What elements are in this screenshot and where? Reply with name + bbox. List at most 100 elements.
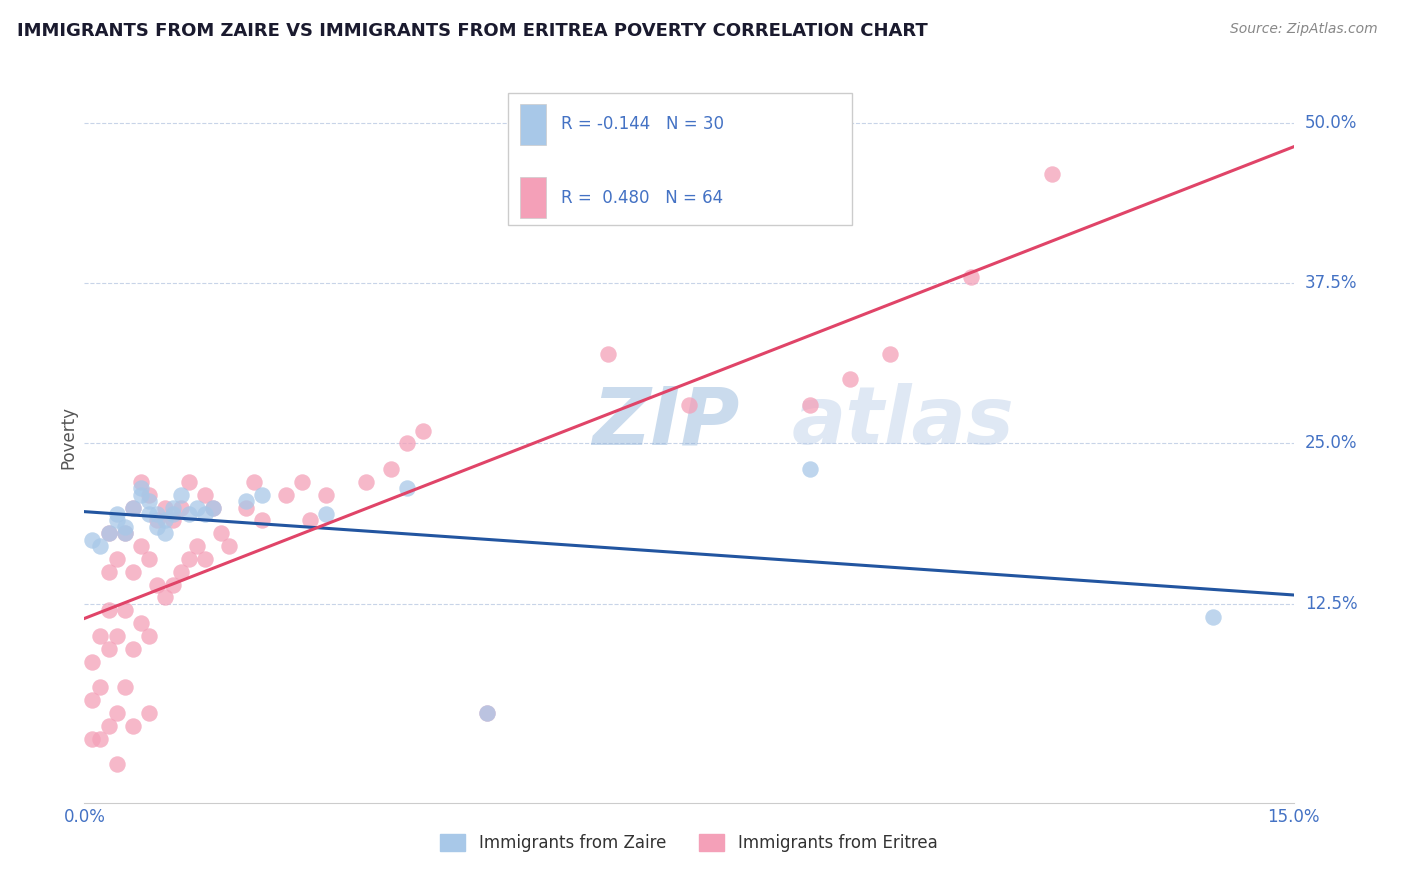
Point <box>598 346 620 360</box>
Point <box>114 520 136 534</box>
Point <box>129 475 152 489</box>
Point <box>82 533 104 547</box>
Point <box>138 494 160 508</box>
Point <box>89 731 111 746</box>
Point <box>97 526 120 541</box>
Point <box>89 681 111 695</box>
Point <box>412 424 434 438</box>
Point <box>114 681 136 695</box>
Point <box>114 603 136 617</box>
Point <box>209 526 232 541</box>
Point <box>179 552 201 566</box>
Point <box>105 514 128 528</box>
Point <box>315 488 337 502</box>
Point <box>186 500 208 515</box>
Point <box>274 488 297 502</box>
Point <box>218 539 240 553</box>
Point <box>129 616 152 631</box>
Point <box>250 514 273 528</box>
Point <box>179 475 201 489</box>
Point <box>89 629 111 643</box>
Point <box>162 507 184 521</box>
Text: ZIP: ZIP <box>592 384 740 461</box>
Point <box>129 482 152 496</box>
Point <box>105 706 128 720</box>
Point <box>356 475 378 489</box>
Point <box>194 507 217 521</box>
Point <box>194 488 217 502</box>
Point <box>97 719 120 733</box>
Point <box>153 514 176 528</box>
Point <box>291 475 314 489</box>
Point <box>146 514 169 528</box>
Point <box>105 507 128 521</box>
Point <box>1202 609 1225 624</box>
Point <box>153 591 176 605</box>
Point <box>477 706 499 720</box>
Point <box>395 482 418 496</box>
Text: 37.5%: 37.5% <box>1305 274 1357 292</box>
Point <box>129 539 152 553</box>
Text: IMMIGRANTS FROM ZAIRE VS IMMIGRANTS FROM ERITREA POVERTY CORRELATION CHART: IMMIGRANTS FROM ZAIRE VS IMMIGRANTS FROM… <box>17 22 928 40</box>
Point <box>121 500 143 515</box>
Legend: Immigrants from Zaire, Immigrants from Eritrea: Immigrants from Zaire, Immigrants from E… <box>432 825 946 860</box>
Point <box>477 706 499 720</box>
Point <box>799 398 821 412</box>
Point <box>879 346 901 360</box>
Point <box>146 577 169 591</box>
Point <box>235 500 257 515</box>
Point <box>121 565 143 579</box>
Point <box>105 629 128 643</box>
Point <box>97 526 120 541</box>
Point <box>1040 167 1063 181</box>
Point <box>97 641 120 656</box>
Point <box>146 507 169 521</box>
Point <box>202 500 225 515</box>
Point <box>82 655 104 669</box>
Point <box>799 462 821 476</box>
Point <box>138 507 160 521</box>
Point <box>678 398 700 412</box>
FancyBboxPatch shape <box>508 94 852 225</box>
Point <box>114 526 136 541</box>
Point <box>250 488 273 502</box>
Point <box>138 488 160 502</box>
Point <box>235 494 257 508</box>
Point <box>114 526 136 541</box>
Point <box>242 475 264 489</box>
Point <box>97 603 120 617</box>
Point <box>315 507 337 521</box>
Point <box>194 552 217 566</box>
Point <box>82 693 104 707</box>
Point <box>138 706 160 720</box>
Point <box>395 436 418 450</box>
Point <box>121 500 143 515</box>
Point <box>839 372 862 386</box>
FancyBboxPatch shape <box>520 104 547 145</box>
Point <box>138 552 160 566</box>
Point <box>105 757 128 772</box>
Text: atlas: atlas <box>792 384 1015 461</box>
Point <box>179 507 201 521</box>
Y-axis label: Poverty: Poverty <box>59 406 77 468</box>
Point <box>138 629 160 643</box>
Point <box>170 488 193 502</box>
Text: Source: ZipAtlas.com: Source: ZipAtlas.com <box>1230 22 1378 37</box>
Point <box>121 641 143 656</box>
Point <box>153 500 176 515</box>
Text: R = -0.144   N = 30: R = -0.144 N = 30 <box>561 115 724 134</box>
Point <box>162 577 184 591</box>
Point <box>121 719 143 733</box>
Text: 12.5%: 12.5% <box>1305 595 1357 613</box>
Point <box>299 514 322 528</box>
Point <box>960 269 983 284</box>
Point <box>170 500 193 515</box>
Point <box>146 520 169 534</box>
Point <box>202 500 225 515</box>
Point <box>162 500 184 515</box>
Point <box>186 539 208 553</box>
Point <box>153 526 176 541</box>
Text: R =  0.480   N = 64: R = 0.480 N = 64 <box>561 188 723 207</box>
Point <box>82 731 104 746</box>
Text: 25.0%: 25.0% <box>1305 434 1357 452</box>
